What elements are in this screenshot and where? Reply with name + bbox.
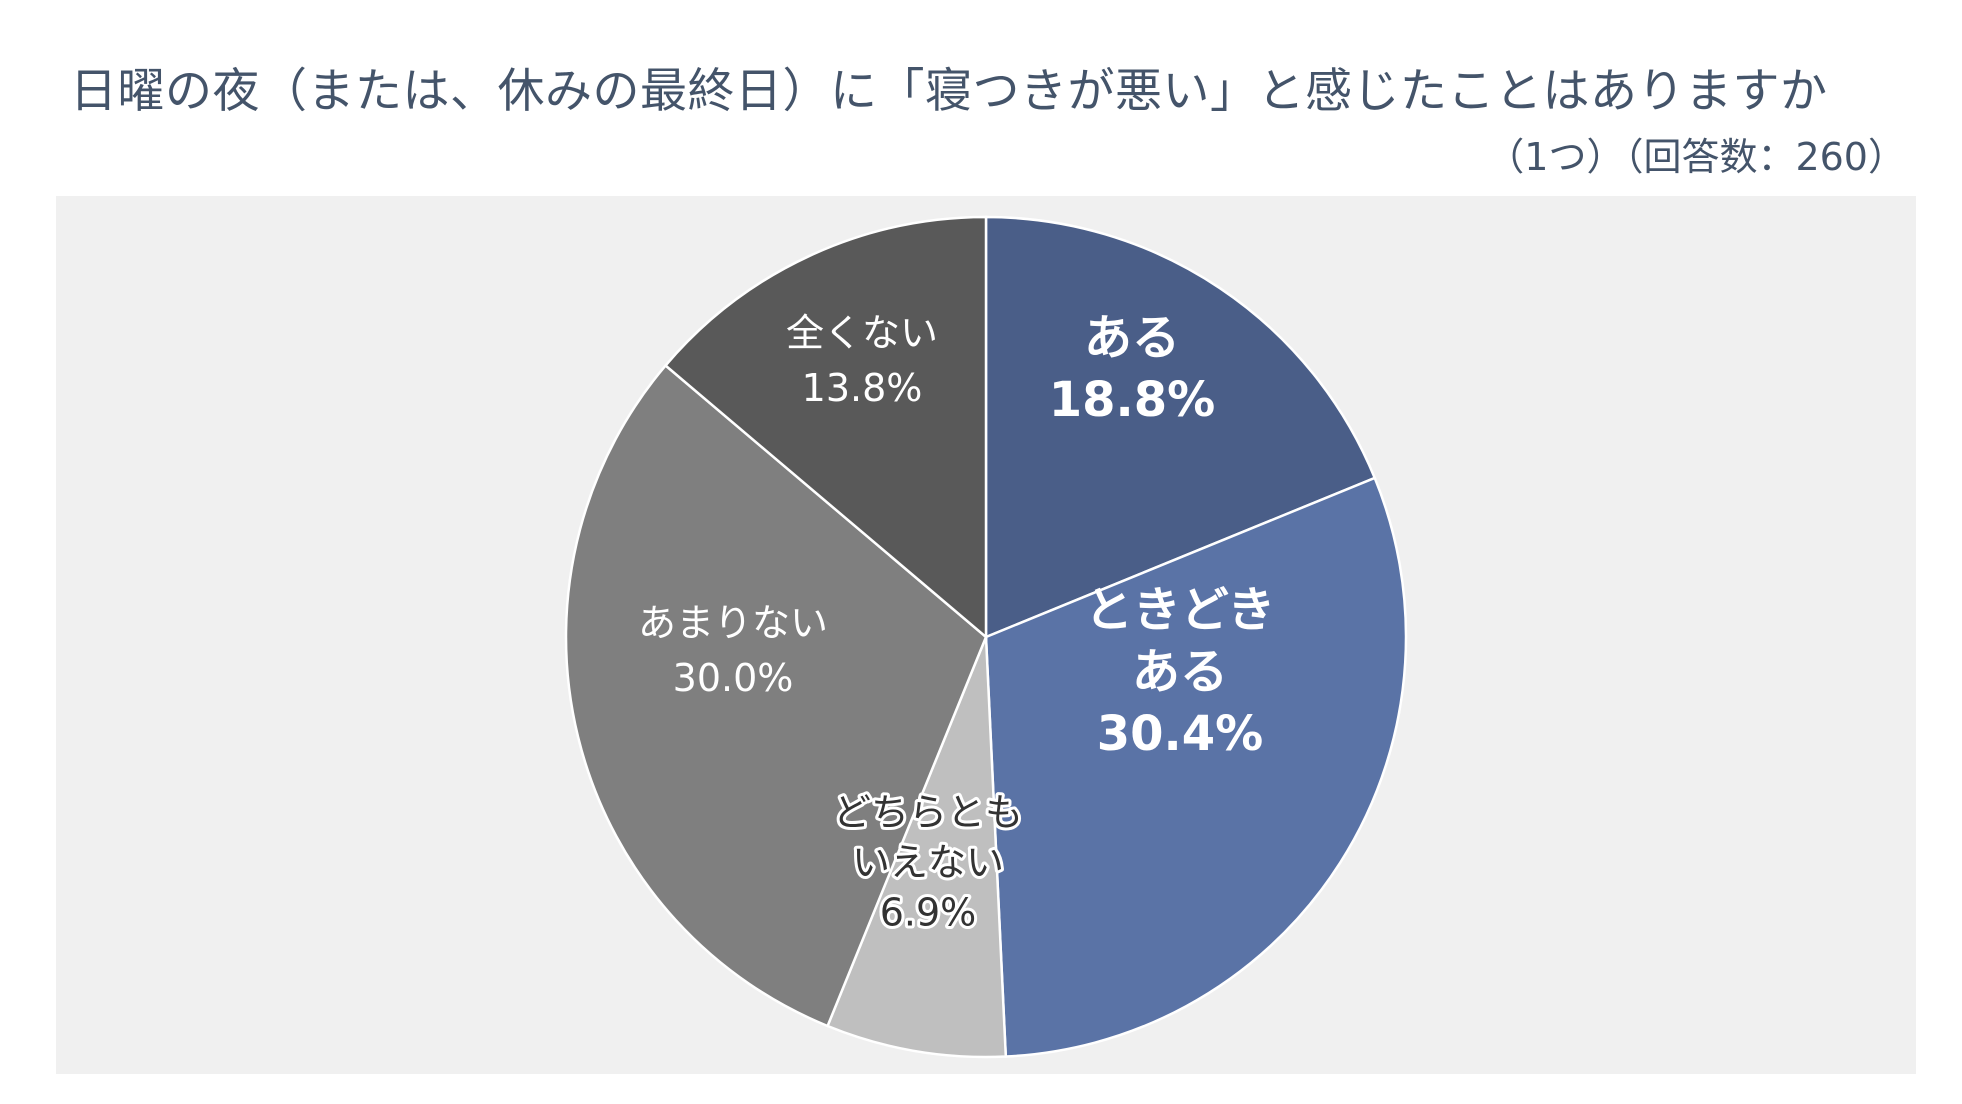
pie-slice-0 — [984, 215, 1377, 639]
slice-label-1-1: ある — [1132, 644, 1228, 700]
slice-label-1-0: ときどき — [1085, 582, 1276, 638]
slice-label-3-0: あまりない — [638, 601, 828, 645]
pie-slice-3 — [564, 363, 988, 1028]
chart-title: 日曜の夜（または、休みの最終日）に「寝つきが悪い」と感じたことはありますか — [70, 64, 1828, 119]
pie-slice-4 — [663, 215, 988, 640]
slice-label-0-0: ある — [1084, 310, 1180, 366]
slice-label-2-0: どちらとも — [833, 791, 1023, 835]
slice-value-label-0: 18.8% — [1049, 372, 1216, 428]
chart-subtitle: （1つ）（回答数：260） — [1486, 135, 1906, 179]
slice-label-2-1: いえない — [852, 841, 1004, 885]
slice-value-label-3: 30.0% — [673, 656, 794, 700]
pie-slice-2 — [825, 636, 1008, 1059]
slice-value-label-2: 6.9% — [880, 891, 977, 935]
slice-label-4-0: 全くない — [786, 311, 938, 355]
pie-slice-1 — [984, 476, 1408, 1058]
slice-value-label-1: 30.4% — [1097, 706, 1264, 762]
slice-value-label-4: 13.8% — [802, 366, 923, 410]
